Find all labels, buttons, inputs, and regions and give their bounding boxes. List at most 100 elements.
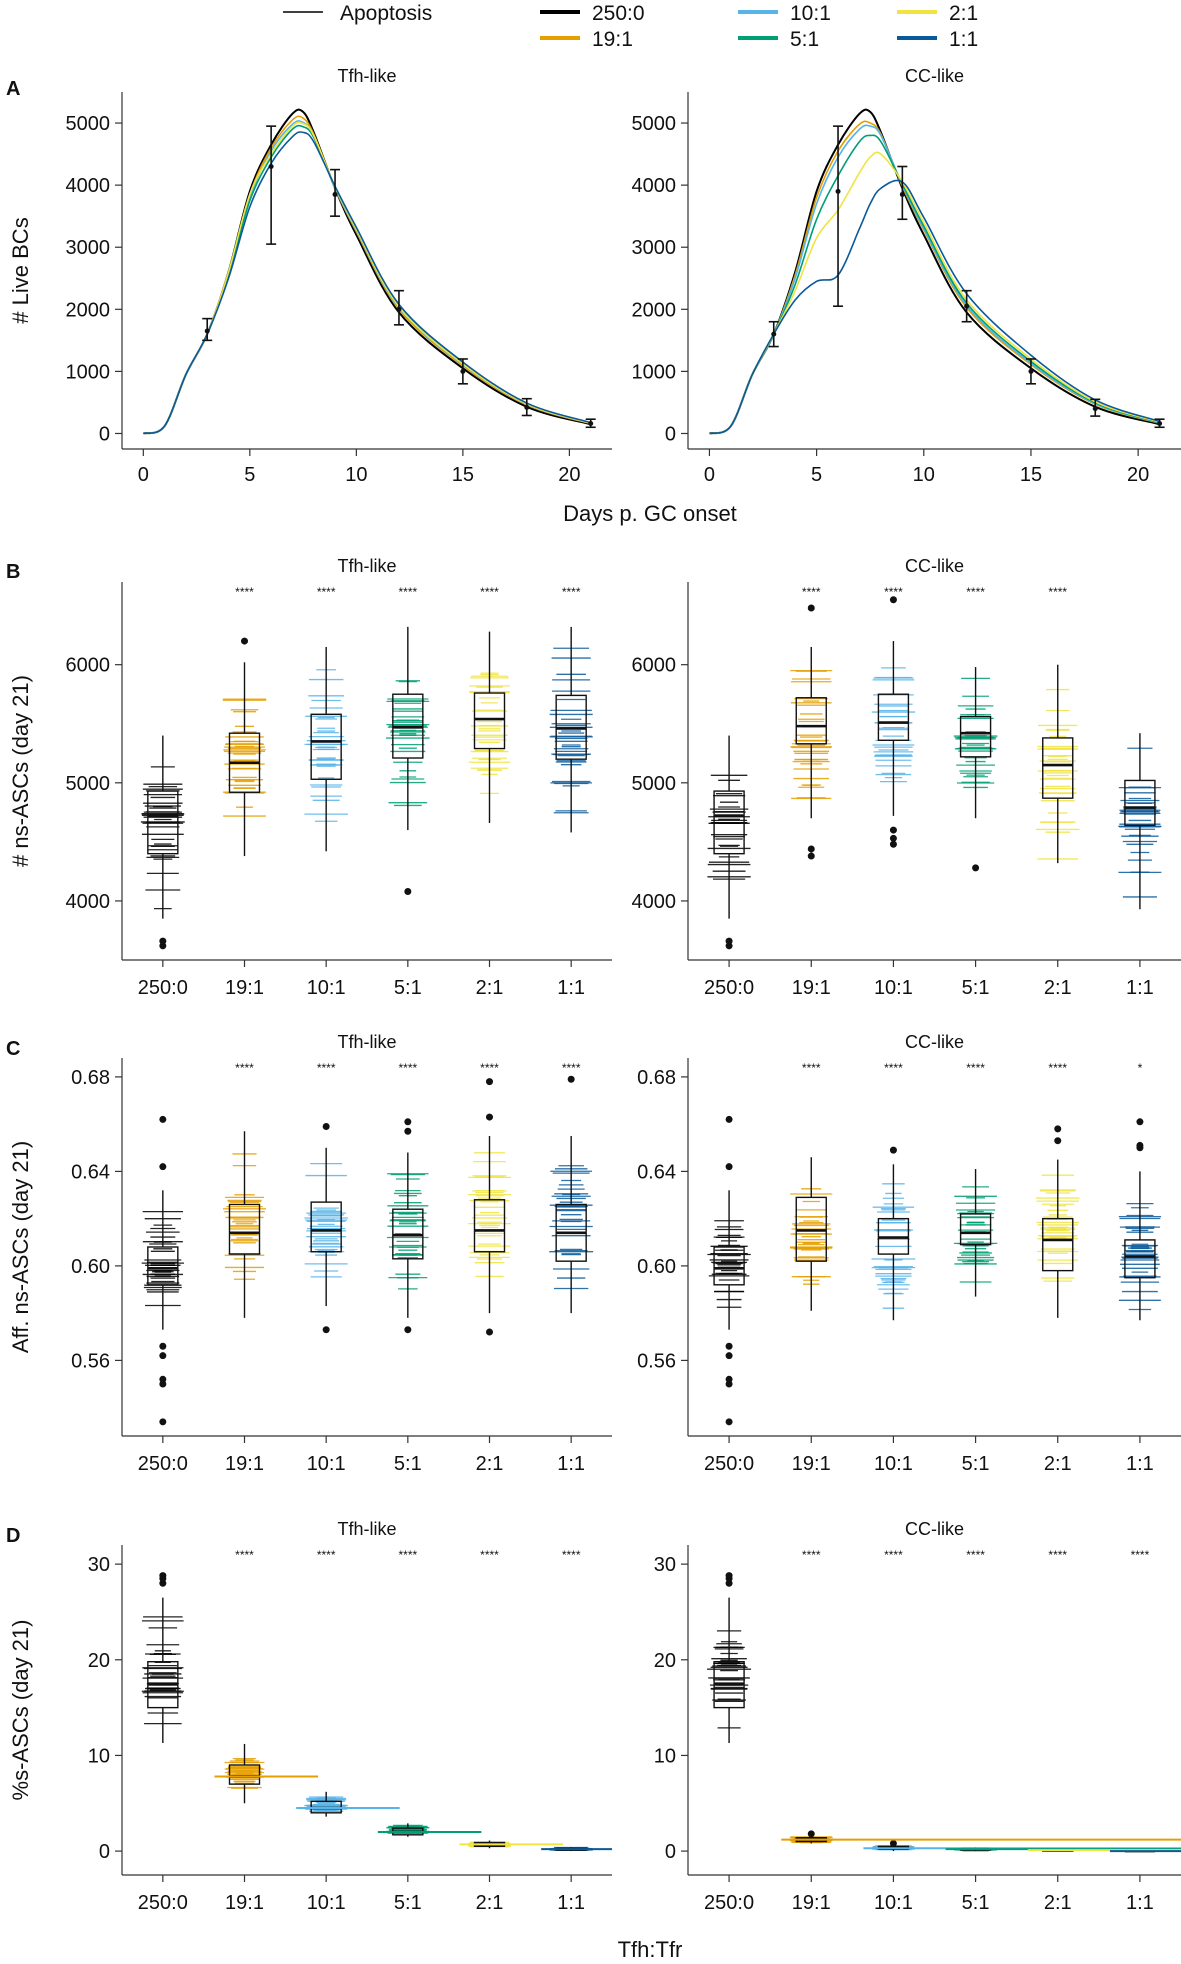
chart-title: Tfh-like — [337, 556, 396, 576]
y-tick-label: 4000 — [632, 175, 677, 197]
error-bar-point — [204, 328, 210, 334]
error-bar-point — [899, 191, 905, 197]
outlier — [159, 1375, 167, 1383]
box-5-1 — [959, 1213, 992, 1246]
y-tick-label: 5000 — [66, 773, 111, 795]
x-tick-label: 250:0 — [138, 977, 188, 999]
significance-label: **** — [235, 585, 254, 599]
outlier — [1136, 1141, 1144, 1149]
y-axis-label: %s-ASCs (day 21) — [8, 1620, 33, 1801]
chart-B-cc: CC-like 4000 5000 6000 250:0 19:1 **** 10:1 ****… — [632, 556, 1181, 999]
outlier — [322, 1123, 330, 1131]
series-line-2-1 — [143, 121, 591, 435]
y-tick-label: 10 — [88, 1745, 110, 1767]
y-tick-label: 0.56 — [71, 1350, 110, 1372]
significance-label: **** — [317, 1548, 336, 1562]
legend-label-250-0: 250:0 — [592, 2, 645, 25]
outlier — [159, 1163, 167, 1171]
significance-label: **** — [1048, 1548, 1067, 1562]
y-tick-label: 0.68 — [71, 1067, 110, 1089]
chart-title: CC-like — [905, 66, 964, 86]
x-tick-label: 2:1 — [476, 1892, 504, 1914]
series-line-5-1 — [709, 134, 1160, 435]
series-line-19-1 — [143, 115, 591, 435]
y-tick-label: 4000 — [632, 891, 677, 913]
box-250-0 — [147, 1246, 179, 1286]
x-tick-label: 19:1 — [225, 1453, 264, 1475]
x-tick-label: 19:1 — [792, 977, 831, 999]
outlier — [889, 1839, 897, 1847]
error-bar-point — [964, 303, 970, 309]
box-19-1 — [228, 1764, 261, 1785]
chart-B-tfh: Tfh-like 4000 5000 6000 # ns-ASCs (day 21) 25… — [8, 556, 612, 999]
box-2-1 — [1042, 737, 1074, 799]
chart-title: Tfh-like — [337, 66, 396, 86]
x-tick-label: 0 — [138, 464, 149, 486]
y-axis-label: # Live BCs — [8, 217, 33, 323]
panel-letter-B: B — [6, 561, 20, 583]
y-axis-label: # ns-ASCs (day 21) — [8, 675, 33, 867]
significance-label: **** — [884, 1061, 903, 1075]
outlier — [889, 596, 897, 604]
x-tick-label: 10 — [913, 464, 935, 486]
outlier — [807, 604, 815, 612]
y-tick-label: 6000 — [632, 655, 677, 677]
x-tick-label: 0 — [704, 464, 715, 486]
y-tick-label: 0.60 — [637, 1256, 676, 1278]
x-tick-label: 1:1 — [1126, 1892, 1154, 1914]
chart-title: Tfh-like — [337, 1032, 396, 1052]
outlier — [725, 1572, 733, 1580]
box-10-1 — [310, 713, 342, 780]
x-tick-label: 2:1 — [476, 977, 504, 999]
significance-label: **** — [398, 1548, 417, 1562]
error-bar-point — [1157, 421, 1163, 427]
x-tick-label: 10:1 — [307, 1892, 346, 1914]
error-bar-point — [524, 404, 530, 410]
outlier — [486, 1113, 493, 1121]
y-tick-label: 30 — [654, 1554, 676, 1576]
x-tick-label: 5:1 — [394, 1453, 422, 1475]
significance-label: **** — [966, 1548, 985, 1562]
significance-label: **** — [1131, 1548, 1150, 1562]
outlier — [241, 637, 248, 645]
y-axis-label: Aff. ns-ASCs (day 21) — [8, 1141, 33, 1353]
x-tick-label: 20 — [1127, 464, 1149, 486]
outlier — [404, 1127, 412, 1135]
x-tick-label: 10 — [345, 464, 367, 486]
series-line-10-1 — [143, 120, 591, 435]
y-tick-label: 20 — [654, 1650, 676, 1672]
box-5-1 — [959, 715, 992, 758]
y-tick-label: 0.60 — [71, 1256, 110, 1278]
y-tick-label: 3000 — [632, 237, 677, 259]
significance-label: **** — [480, 1061, 499, 1075]
y-tick-label: 30 — [88, 1554, 110, 1576]
legend-label-10-1: 10:1 — [790, 2, 831, 25]
series-line-5-1 — [143, 124, 591, 435]
box-2-1 — [473, 692, 506, 750]
y-tick-label: 6000 — [66, 655, 111, 677]
y-tick-label: 1000 — [632, 361, 677, 383]
box-2-1 — [1042, 1217, 1074, 1272]
chart-D-cc: CC-like 0 10 20 30 250:0 19:1 **** 10:1 **** 5:1 **… — [654, 1519, 1181, 1914]
y-tick-label: 20 — [88, 1650, 110, 1672]
significance-label: **** — [1048, 585, 1067, 599]
x-tick-label: 1:1 — [557, 977, 585, 999]
x-tick-label: 5 — [244, 464, 255, 486]
error-bar-point — [396, 306, 402, 312]
x-tick-label: 1:1 — [1126, 1453, 1154, 1475]
significance-label: **** — [1048, 1061, 1067, 1075]
box-250-0 — [147, 790, 179, 855]
error-bar-point — [332, 191, 338, 197]
y-tick-label: 2000 — [632, 299, 677, 321]
x-tick-label: 5 — [811, 464, 822, 486]
box-10-1 — [310, 1201, 342, 1253]
legend-label-1-1: 1:1 — [949, 28, 978, 51]
error-bar-point — [1028, 368, 1034, 374]
significance-label: **** — [884, 585, 903, 599]
outlier — [486, 1078, 493, 1086]
x-tick-label: 10:1 — [874, 1453, 913, 1475]
outlier — [159, 1352, 167, 1360]
y-tick-label: 0.64 — [71, 1161, 110, 1183]
x-tick-label: 10:1 — [307, 1453, 346, 1475]
